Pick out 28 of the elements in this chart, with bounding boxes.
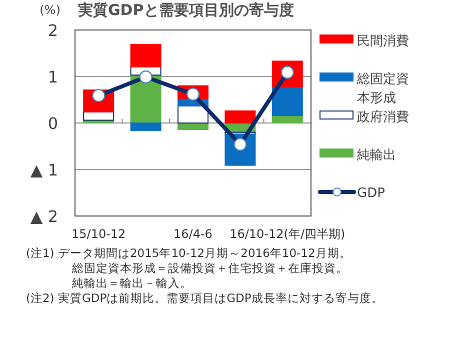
y-axis-title: (%)	[40, 3, 60, 17]
legend-label: GDP	[357, 186, 386, 201]
bar	[224, 110, 256, 124]
y-tick-label: ▲ 2	[30, 207, 58, 226]
legend-民間消費: 民間消費	[320, 34, 409, 49]
y-tick-label: 0	[48, 114, 58, 133]
x-tick-label: 16/4-6	[174, 227, 212, 241]
text: (注2) 実質GDPは前期比。需要項目はGDP成長率に対する寄与度。	[26, 291, 384, 305]
y-tick-label: 2	[48, 21, 58, 40]
text: 純輸出＝輸出－輸入。	[72, 276, 192, 290]
bar	[130, 44, 162, 68]
y-tick-label: ▲ 1	[30, 160, 58, 180]
bar	[130, 122, 162, 131]
bar	[178, 105, 208, 124]
legend-総固定資本形成: 総固定資本形成	[320, 72, 409, 106]
legend-label: 民間消費	[357, 34, 409, 49]
legend-label: 純輸出	[357, 148, 396, 163]
x-tick-label: 15/10-12	[72, 227, 126, 241]
text: (注1) データ期間は2015年10-12月期～2016年10-12月期。	[26, 246, 352, 260]
legend-純輸出: 純輸出	[320, 148, 396, 163]
x-tick-label: 16/10-12(年/四半期)	[230, 227, 346, 241]
bar	[272, 86, 303, 116]
chart-title: 実質GDPと需要項目別の寄与度	[77, 1, 294, 19]
y-tick-label: 1	[48, 68, 58, 86]
legend-label: 政府消費	[357, 109, 409, 125]
text: 総固定資本形成＝設備投資＋住宅投資＋在庫投資。	[71, 261, 348, 275]
legend-政府消費: 政府消費	[320, 110, 409, 125]
legend-label: 総固定資本形成	[356, 72, 409, 106]
